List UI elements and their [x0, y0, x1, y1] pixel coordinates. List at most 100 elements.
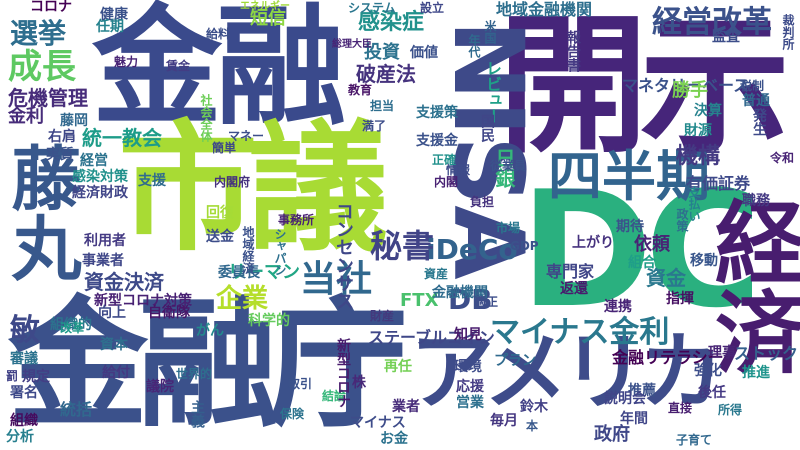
word: 正確	[432, 153, 457, 167]
word: 自衛隊	[148, 305, 190, 321]
word: 回復	[206, 205, 234, 221]
word: 所得	[718, 403, 743, 417]
word: 簡単	[212, 141, 237, 155]
word: 資金	[646, 266, 686, 290]
word: 経営改革	[652, 5, 772, 40]
word: 金融	[92, 0, 346, 143]
word: 経済	[699, 196, 800, 376]
word: 支払い	[687, 186, 701, 222]
word: 危機管理	[8, 86, 88, 110]
word: 取引	[288, 377, 313, 391]
word: 科学的	[248, 313, 290, 329]
word: リーマン	[228, 262, 300, 283]
word: 財源	[684, 123, 712, 139]
word: 環境	[454, 359, 482, 375]
word: 発生	[751, 108, 767, 136]
word: がん	[196, 323, 224, 339]
word: 推薦	[628, 383, 656, 399]
word: 経営	[80, 153, 108, 169]
word: 営業	[456, 395, 484, 411]
word: 鈴木	[520, 399, 548, 415]
word: 世界的	[176, 367, 213, 381]
word: 地域経済	[241, 226, 255, 274]
word: 強化	[694, 363, 722, 379]
word: 成長	[8, 47, 76, 87]
word: 担当	[370, 99, 395, 113]
word: 藤丸	[0, 142, 82, 282]
word: 結論	[322, 389, 347, 403]
word: 金融リテラシー	[612, 348, 724, 367]
word: 敏	[10, 313, 40, 348]
word: 改革	[60, 321, 85, 335]
word: iDeCo	[426, 233, 518, 266]
word: 裁判所	[781, 14, 795, 50]
word: 感染症	[358, 10, 425, 35]
word: 新型コロナ対策	[94, 293, 192, 309]
word: 専門家	[546, 262, 595, 281]
word: 負担	[470, 195, 495, 209]
word: シャパン	[273, 228, 287, 276]
word: 米国	[483, 20, 497, 44]
word: 健康	[100, 7, 128, 23]
word: 再任	[384, 359, 412, 375]
word: 依頼	[634, 234, 670, 255]
word: レビュー	[483, 60, 502, 124]
word: 署名	[10, 385, 38, 401]
word: 秘書	[370, 227, 435, 265]
word: 支援	[138, 173, 166, 189]
word: 感染対策	[72, 169, 128, 185]
word: NISA	[432, 20, 544, 280]
word: 分析	[6, 429, 34, 445]
word: 選挙	[10, 17, 67, 50]
word: 企業	[216, 284, 269, 314]
word: 統括	[60, 400, 93, 419]
word: 魅力	[114, 55, 139, 69]
word: 子育て	[676, 433, 713, 447]
word: 規定	[22, 369, 50, 385]
word: 内閣	[434, 175, 459, 189]
word: 業者	[392, 399, 420, 415]
word: 本	[526, 419, 539, 433]
word: 新型コロナ	[335, 338, 351, 408]
word: 委員長	[218, 265, 260, 281]
word: 組織	[10, 413, 38, 429]
word: 直接	[668, 401, 693, 415]
word: 当社	[300, 259, 373, 300]
word: 給付	[102, 365, 130, 381]
word: 組織的	[50, 317, 92, 333]
word: お金	[380, 431, 408, 447]
word: 資本	[100, 337, 128, 353]
word: 藤岡	[60, 113, 88, 129]
word: 決算	[694, 103, 722, 119]
word: FTX	[400, 290, 439, 311]
word: 移動	[690, 253, 718, 269]
word: 情報	[446, 163, 471, 177]
word: マネタリーベース	[622, 76, 750, 95]
word: 教育	[348, 83, 373, 97]
word: GDP	[510, 239, 539, 253]
word: 連携	[604, 299, 632, 315]
word: DB	[448, 283, 493, 316]
word: 説明会	[604, 391, 646, 407]
word: 議院	[146, 379, 174, 395]
word: 指揮	[666, 291, 694, 307]
word: 上がり	[572, 235, 614, 251]
word: 組合	[628, 255, 656, 271]
word: 毎月	[490, 413, 518, 429]
word: 金融機関	[432, 285, 488, 301]
word: 事業者	[82, 253, 124, 269]
word: 利用者	[84, 233, 126, 249]
word: 支援策	[416, 105, 458, 121]
word: 任期	[96, 19, 124, 35]
word: 地域金融機関	[496, 0, 593, 19]
word: 政策	[675, 208, 689, 232]
word: 統一教会	[82, 126, 162, 150]
word: アメリカ	[410, 323, 724, 421]
word: 社会全体	[199, 94, 213, 142]
word: 価値	[410, 45, 438, 61]
word: エネルギー	[240, 1, 290, 12]
word: 満了	[362, 119, 387, 133]
word: 株	[352, 375, 366, 391]
word: ストック	[734, 344, 799, 363]
